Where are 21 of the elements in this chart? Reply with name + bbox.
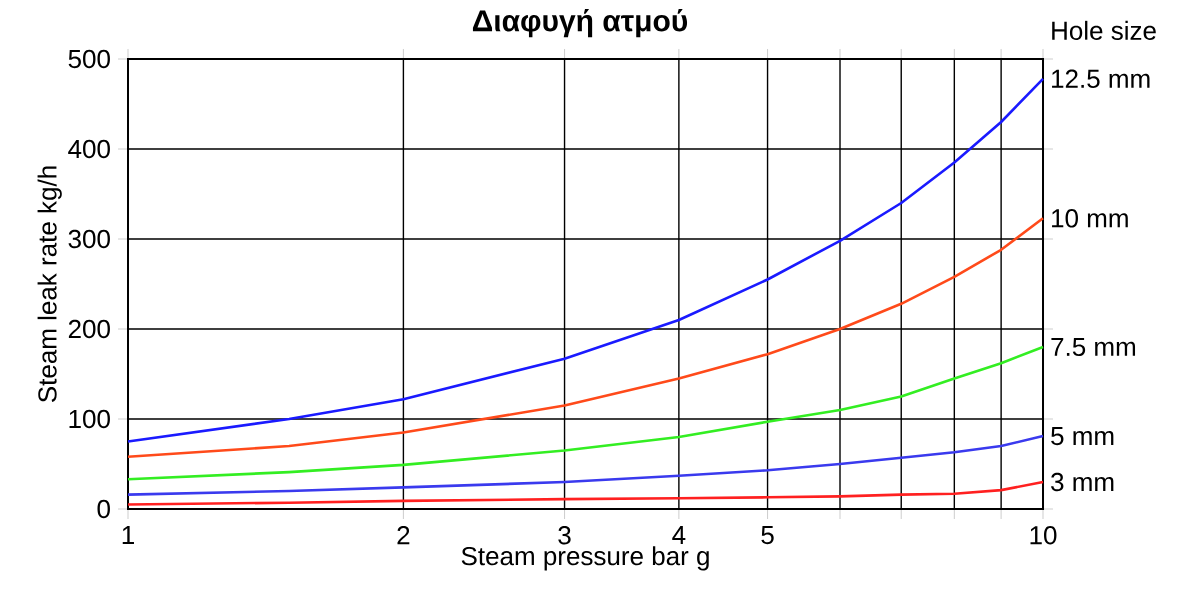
- series-label: 10 mm: [1052, 209, 1128, 228]
- y-tick-label: 0: [97, 499, 110, 519]
- series-label: 12.5 mm: [1052, 69, 1150, 88]
- y-axis-title: Steam leak rate kg/h: [37, 166, 62, 403]
- chart-title: Διαφυγή ατμού: [472, 9, 688, 38]
- y-tick-label: 200: [68, 319, 110, 339]
- x-tick-label: 2: [397, 526, 410, 545]
- series-label: 5 mm: [1051, 427, 1114, 446]
- y-tick-label: 400: [68, 139, 110, 159]
- x-axis-title: Steam pressure bar g: [461, 546, 709, 571]
- x-tick-label: 3: [558, 526, 571, 545]
- y-tick-label: 100: [69, 409, 110, 429]
- y-tick-label: 300: [68, 229, 110, 249]
- x-tick-label: 5: [761, 526, 774, 545]
- x-tick-label: 4: [672, 526, 686, 544]
- y-tick-label: 500: [68, 49, 110, 69]
- series-label: 7.5 mm: [1051, 337, 1136, 357]
- x-tick-label: 10: [1030, 526, 1057, 545]
- x-tick-label: 1: [122, 526, 134, 544]
- series-label: 3 mm: [1051, 472, 1114, 492]
- legend-title: Hole size: [1052, 20, 1156, 40]
